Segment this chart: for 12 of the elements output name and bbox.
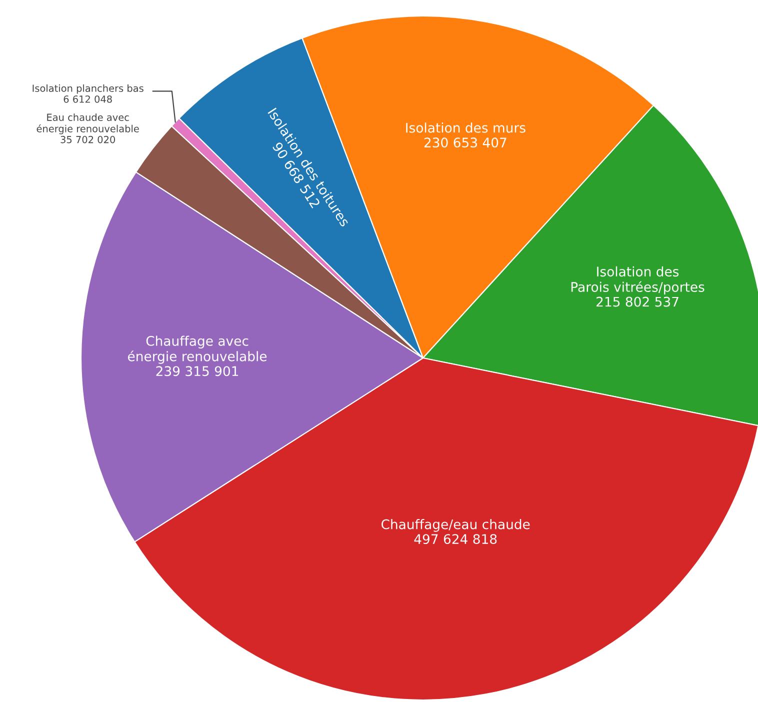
data-label: 6 612 048 (64, 95, 112, 103)
data-label: 215 802 537 (596, 296, 678, 307)
slice-label: Isolation des Parois vitrées/portes (571, 266, 704, 295)
data-label: 239 315 901 (156, 366, 238, 376)
slice-label: Chauffage/eau chaude (382, 519, 530, 532)
slice-label: Isolation planchers bas (32, 84, 144, 94)
data-label: 497 624 818 (414, 534, 497, 544)
data-label: 35 702 020 (60, 136, 116, 144)
slice-label: Eau chaude avec énergie renouvelable (36, 113, 139, 134)
slice-label: Chauffage avec énergie renouvelable (128, 336, 267, 364)
data-label: 230 653 407 (424, 138, 506, 148)
slice-label: Isolation des murs (406, 122, 526, 133)
